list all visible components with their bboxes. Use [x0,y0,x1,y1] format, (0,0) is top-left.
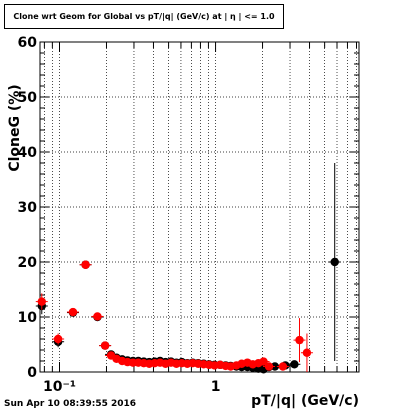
data-marks [35,163,341,374]
data-point [330,257,339,267]
y-tick-label: 40 [18,145,38,161]
data-point [302,348,312,357]
y-tick-label: 20 [18,255,38,271]
data-point [278,362,288,371]
data-point [93,312,102,321]
y-tick-label: 30 [18,200,38,216]
y-tick-label: 60 [18,35,38,51]
data-point [53,334,63,344]
data-point [37,297,46,306]
x-tick-label: 1 [211,379,221,395]
y-tick-label: 0 [27,365,37,381]
chart-title: Clone wrt Geom for Global vs pT/|q| (GeV… [13,12,275,21]
data-point [264,362,274,371]
y-axis-label: CloneG (%) [7,84,23,171]
data-point [259,357,268,366]
data-point [81,260,90,269]
series-group [35,163,341,374]
timestamp: Sun Apr 10 08:39:55 2016 [4,399,137,409]
series-group [35,260,313,372]
data-point [290,360,299,369]
y-tick-label: 10 [18,310,38,326]
grid-lines [40,42,359,372]
data-point [295,335,304,345]
chart-title-box: Clone wrt Geom for Global vs pT/|q| (GeV… [4,4,284,29]
x-axis-label: pT/|q| (GeV/c) [251,393,359,409]
y-tick-label: 50 [18,90,38,106]
data-point [100,341,110,350]
data-point [68,307,78,317]
x-tick-label: 10⁻¹ [43,379,76,395]
